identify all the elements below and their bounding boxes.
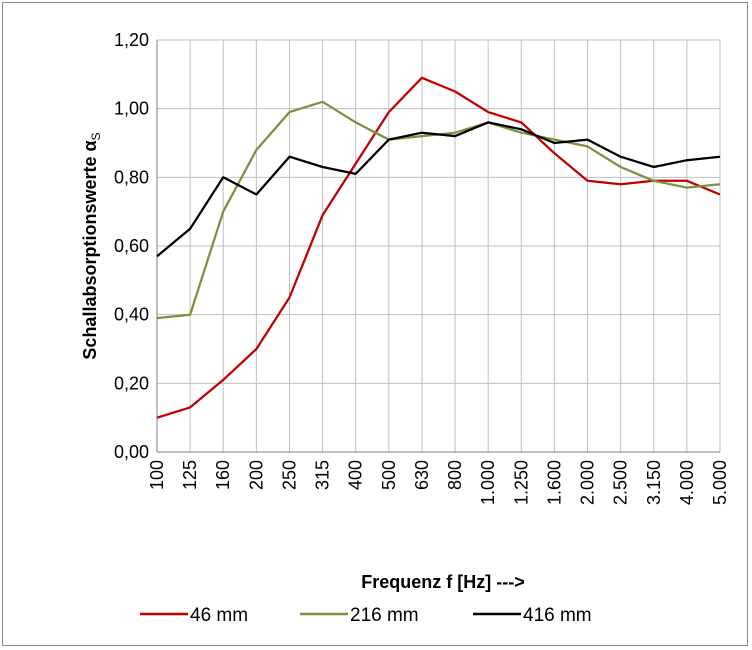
x-tick-label: 100 (147, 460, 167, 490)
series-line-416-mm (156, 121, 721, 258)
y-tick-label: 0,60 (114, 236, 149, 256)
x-tick-label: 4.000 (677, 460, 697, 505)
x-tick-label: 2.000 (578, 460, 598, 505)
x-axis-title: Frequenz f [Hz] ---> (361, 572, 525, 592)
x-tick-label: 315 (313, 460, 333, 490)
legend-label: 216 mm (350, 605, 419, 626)
y-tick-label: 1,20 (114, 30, 149, 50)
x-tick-label: 125 (180, 460, 200, 490)
legend-label: 46 mm (190, 605, 248, 626)
x-tick-label: 630 (412, 460, 432, 490)
y-tick-label: 0,80 (114, 167, 149, 187)
x-tick-labels: 100 125 160 200 250 315 400 500 630 800 1.000 1.250… (147, 460, 730, 505)
y-tick-label: 1,00 (114, 99, 149, 119)
legend: 46 mm 216 mm 416 mm (140, 605, 592, 626)
y-tick-label: 0,40 (114, 305, 149, 325)
x-tick-label: 800 (445, 460, 465, 490)
x-tick-label: 200 (246, 460, 266, 490)
x-tick-label: 1.000 (478, 460, 498, 505)
x-tick-label: 1.250 (511, 460, 531, 505)
x-tick-label: 2.500 (611, 460, 631, 505)
legend-label: 416 mm (523, 605, 592, 626)
x-tick-label: 250 (279, 460, 299, 490)
x-tick-label: 5.000 (710, 460, 730, 505)
series-lines (156, 76, 721, 419)
series-line-46-mm (156, 76, 721, 419)
y-axis-title: Schallabsorptionswerte αS (80, 132, 103, 359)
y-tick-label: 0,20 (114, 373, 149, 393)
x-tick-label: 500 (379, 460, 399, 490)
gridlines (156, 39, 721, 453)
y-tick-labels: 0,00 0,20 0,40 0,60 0,80 1,00 1,20 (114, 30, 149, 462)
y-tick-label: 0,00 (114, 442, 149, 462)
x-tick-label: 160 (213, 460, 233, 490)
x-tick-label: 400 (346, 460, 366, 490)
x-tick-label: 1.600 (544, 460, 564, 505)
x-tick-label: 3.150 (644, 460, 664, 505)
